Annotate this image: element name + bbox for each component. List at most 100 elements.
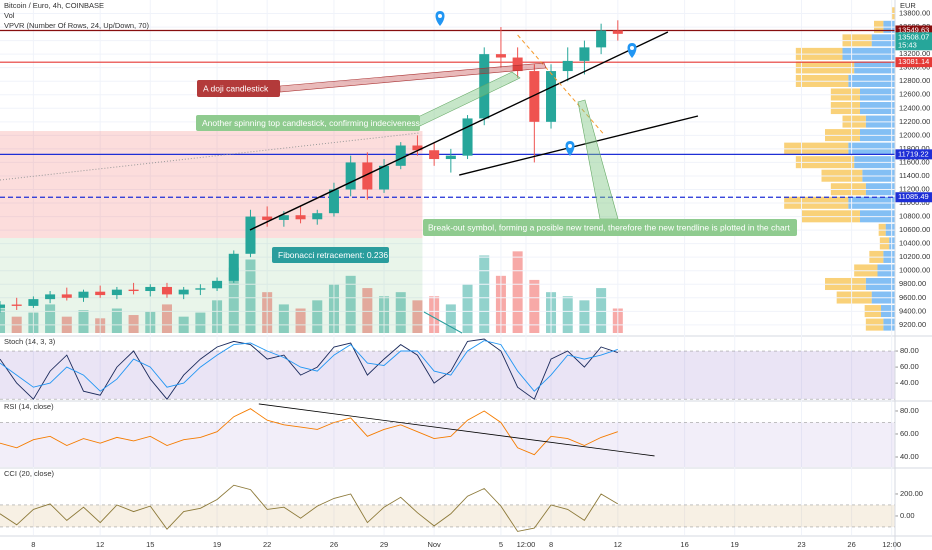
- vpvr-title: VPVR (Number Of Rows, 24, Up/Down, 70): [4, 21, 150, 30]
- candle-body: [28, 299, 39, 306]
- y-tick-label: 12000.00: [899, 130, 930, 139]
- candle-body: [529, 71, 540, 122]
- candle-body: [278, 215, 289, 220]
- candle-body: [512, 57, 523, 72]
- indicator-band: [0, 422, 895, 467]
- volume-bar: [45, 304, 56, 333]
- y-tick-label: 10800.00: [899, 212, 930, 221]
- cci-title: CCI (20, close): [4, 469, 55, 478]
- candle-body: [128, 289, 139, 292]
- x-tick-label: 22: [263, 540, 271, 549]
- candle-body: [562, 60, 573, 72]
- volume-bar: [312, 300, 323, 333]
- annotation: Break-out symbol, forming a posible new …: [428, 222, 791, 232]
- volume-bar: [395, 292, 406, 333]
- annotation: Fibonacci retracement: 0.236: [278, 250, 388, 260]
- x-tick-label: 12:00: [517, 540, 536, 549]
- volume-bar: [111, 308, 122, 333]
- indicator-line: [0, 338, 618, 400]
- x-tick-label: 8: [549, 540, 553, 549]
- y-tick-label: 60.00: [900, 362, 919, 371]
- candle-body: [312, 213, 323, 220]
- volume-bar: [362, 288, 373, 333]
- candle-body: [45, 294, 56, 300]
- currency: EUR: [900, 1, 916, 10]
- volume-bar: [462, 284, 473, 333]
- y-tick-label: 13800.00: [899, 9, 930, 18]
- candle-body: [479, 54, 490, 119]
- x-tick-label: 23: [797, 540, 805, 549]
- x-tick-label: 16: [680, 540, 688, 549]
- indicator-line: [0, 340, 618, 392]
- candle-body: [61, 294, 72, 298]
- candle-body: [429, 150, 440, 160]
- x-tick-label: Nov: [427, 540, 441, 549]
- volume-bar: [579, 300, 590, 333]
- pin: [565, 141, 575, 156]
- candle-body: [445, 155, 456, 160]
- candle-body: [178, 289, 189, 295]
- volume-bar: [295, 308, 306, 333]
- trendline: [258, 403, 655, 457]
- price-label: 13549.63: [898, 25, 929, 34]
- x-tick-label: 19: [213, 540, 221, 549]
- y-tick-label: 10000.00: [899, 266, 930, 275]
- y-tick-label: 40.00: [900, 452, 919, 461]
- volume-bar: [278, 304, 289, 333]
- y-tick-label: 80.00: [900, 346, 919, 355]
- x-tick-label: 26: [330, 540, 338, 549]
- rsi-title: RSI (14, close): [4, 402, 54, 411]
- y-tick-label: 11800.00: [899, 144, 930, 153]
- candle-body: [195, 288, 206, 290]
- y-tick-label: 9800.00: [899, 279, 926, 288]
- candle-body: [145, 286, 156, 292]
- volume-bar: [78, 310, 89, 333]
- volume-bar: [512, 251, 523, 333]
- y-tick-label: 10200.00: [899, 252, 930, 261]
- candle-body: [495, 54, 506, 58]
- candle-body: [212, 280, 223, 289]
- candle-body: [462, 118, 473, 156]
- price-axis: [895, 0, 932, 550]
- candle-body: [0, 304, 6, 308]
- y-tick-label: 0.00: [900, 511, 915, 520]
- x-tick-label: 12: [614, 540, 622, 549]
- y-tick-label: 200.00: [900, 489, 923, 498]
- candle-body: [295, 215, 306, 220]
- candle-body: [579, 47, 590, 61]
- y-tick-label: 60.00: [900, 429, 919, 438]
- annotation-box: [423, 219, 797, 236]
- x-tick-label: 8: [31, 540, 35, 549]
- volume-bar: [128, 315, 139, 333]
- price-label: 11085.49: [898, 192, 929, 201]
- candle-body: [161, 286, 172, 295]
- annotation: A doji candlestick: [203, 83, 269, 93]
- price-label-box: [895, 192, 932, 203]
- countdown: 15:43: [898, 40, 917, 49]
- chart-title: Bitcoin / Euro, 4h, COINBASE: [4, 1, 104, 10]
- y-tick-label: 12400.00: [899, 103, 930, 112]
- candle-body: [412, 145, 423, 151]
- trendline: [0, 132, 420, 181]
- price-label: 11719.22: [898, 149, 929, 158]
- y-tick-label: 9600.00: [899, 293, 926, 302]
- x-tick-label: 29: [380, 540, 388, 549]
- trendline: [517, 34, 605, 136]
- price-label-box: [895, 57, 932, 68]
- candle-body: [395, 145, 406, 166]
- candle-body: [228, 253, 239, 281]
- volume-bar: [0, 308, 6, 333]
- y-tick-label: 13200.00: [899, 49, 930, 58]
- indicator-line: [0, 484, 619, 532]
- annotation-box: [272, 247, 389, 263]
- x-tick-label: 26: [847, 540, 855, 549]
- pin: [435, 11, 445, 26]
- annotation: Another spinning top candlestick, confir…: [202, 118, 420, 128]
- x-tick-label: 19: [731, 540, 739, 549]
- volume-bar: [479, 255, 490, 333]
- y-tick-label: 10400.00: [899, 239, 930, 248]
- y-tick-label: 80.00: [900, 406, 919, 415]
- annotation-box: [196, 115, 420, 131]
- volume-bar: [529, 279, 540, 333]
- last-price: 13508.07: [898, 32, 929, 41]
